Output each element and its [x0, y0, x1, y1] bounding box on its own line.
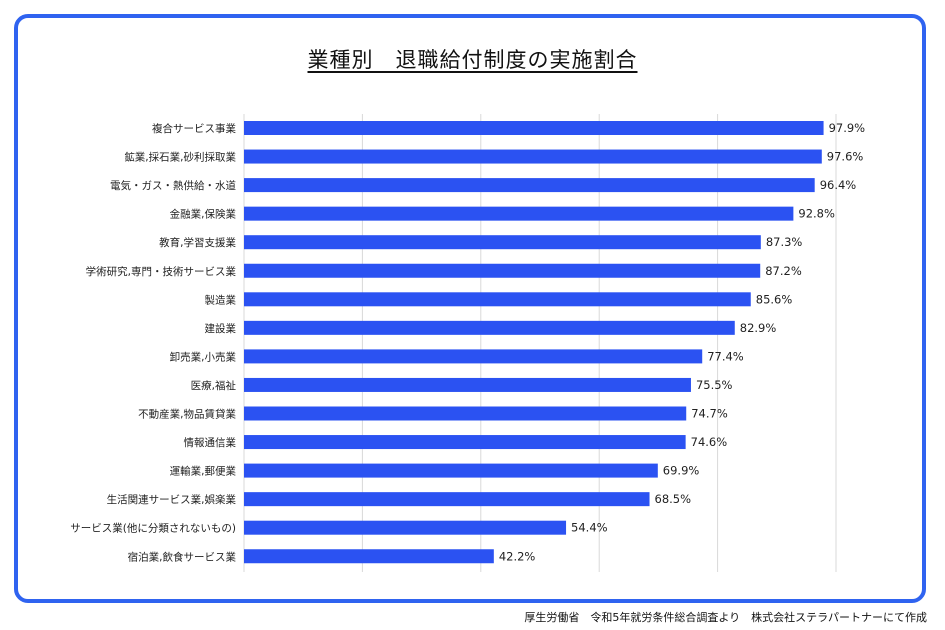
value-label: 75.5%	[696, 378, 733, 392]
value-label: 42.2%	[499, 549, 536, 563]
bar	[244, 149, 822, 164]
bar	[244, 263, 761, 278]
value-label: 74.7%	[691, 407, 728, 421]
bar	[244, 463, 658, 478]
category-label: 学術研究,専門・技術サービス業	[86, 265, 237, 278]
bar	[244, 349, 703, 364]
bar	[244, 206, 794, 221]
value-label: 87.3%	[766, 235, 803, 249]
category-label: 卸売業,小売業	[170, 350, 237, 363]
category-label: 医療,福祉	[191, 379, 237, 392]
value-label: 74.6%	[691, 435, 728, 449]
value-label: 96.4%	[820, 178, 857, 192]
category-label: 運輸業,郵便業	[170, 465, 237, 478]
category-label: サービス業(他に分類されないもの)	[70, 522, 236, 535]
category-label: 不動産業,物品賃貸業	[138, 408, 236, 421]
value-label: 68.5%	[655, 492, 692, 506]
bar	[244, 406, 687, 421]
bar	[244, 549, 494, 564]
value-label: 85.6%	[756, 292, 793, 306]
bar	[244, 292, 751, 307]
value-label: 97.6%	[827, 150, 864, 164]
bar	[244, 320, 735, 335]
category-label: 建設業	[205, 322, 237, 335]
bar	[244, 435, 686, 450]
value-label: 97.9%	[829, 121, 866, 135]
category-label: 電気・ガス・熱供給・水道	[110, 179, 236, 192]
category-label: 鉱業,採石業,砂利採取業	[124, 151, 236, 164]
value-label: 92.8%	[798, 207, 835, 221]
bar	[244, 235, 761, 250]
category-label: 複合サービス事業	[152, 122, 236, 135]
bar	[244, 520, 567, 535]
source-note: 厚生労働省 令和5年就労条件総合調査より 株式会社ステラパートナーにて作成	[524, 611, 927, 624]
value-label: 69.9%	[663, 464, 700, 478]
category-label: 製造業	[205, 293, 237, 306]
value-label: 87.2%	[765, 264, 802, 278]
category-label: 教育,学習支援業	[159, 236, 236, 249]
category-label: 宿泊業,飲食サービス業	[128, 550, 237, 563]
bar	[244, 121, 824, 135]
category-label: 生活関連サービス業,娯楽業	[107, 493, 237, 506]
value-label: 82.9%	[740, 321, 777, 335]
value-label: 77.4%	[707, 349, 744, 363]
chart-title: 業種別 退職給付制度の実施割合	[307, 48, 638, 72]
value-label: 54.4%	[571, 521, 608, 535]
bar	[244, 178, 815, 193]
category-label: 情報通信業	[184, 436, 237, 449]
bar	[244, 377, 691, 392]
category-label: 金融業,保険業	[170, 208, 237, 221]
bar	[244, 492, 650, 507]
